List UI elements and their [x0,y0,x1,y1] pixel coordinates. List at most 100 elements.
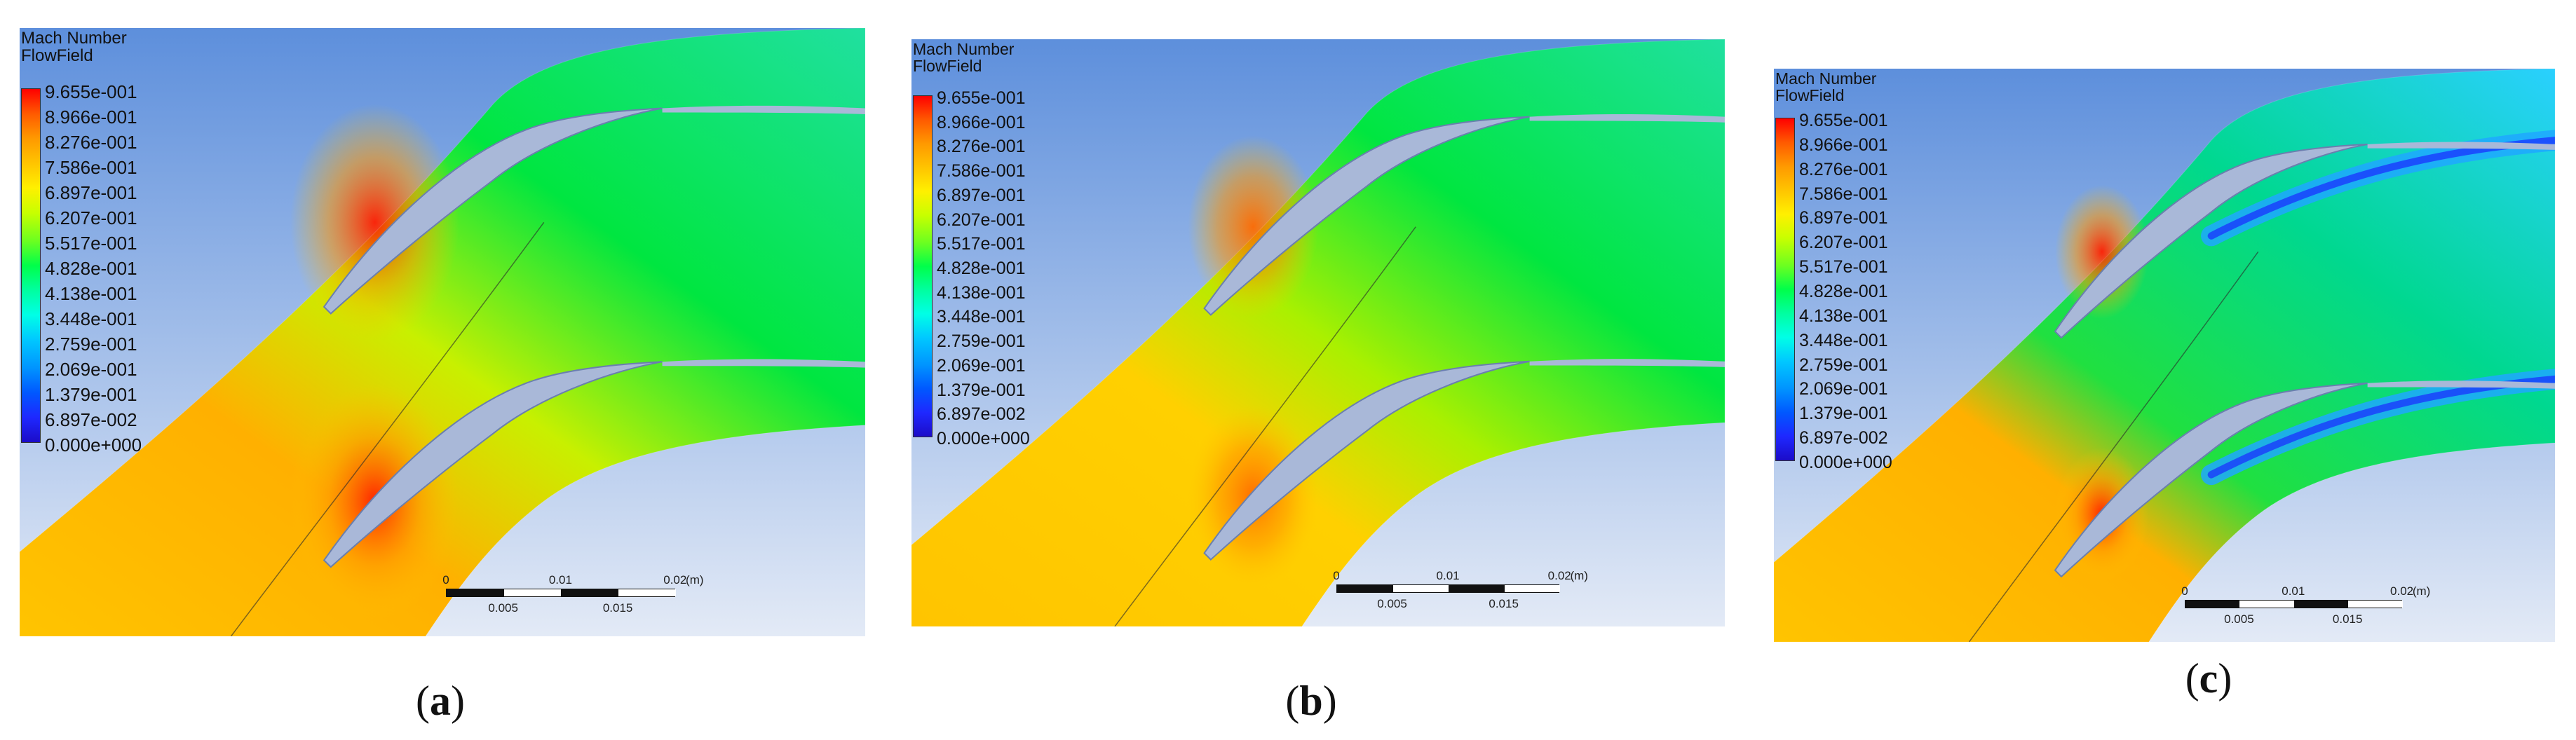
legend-tick-label: 6.897e-001 [1799,208,1888,228]
legend-tick-label: 9.655e-001 [1799,111,1888,130]
passage-outline [1774,69,2555,642]
scale-label-top: 0.02 [1547,569,1571,582]
legend-colorbar-c [1775,118,1795,461]
legend-tick-label: 4.138e-001 [937,282,1026,303]
blade-tail [1529,359,1725,367]
legend-tick-label: 9.655e-001 [45,81,137,102]
legend-tick-label: 8.966e-001 [1799,135,1888,155]
high-mach-region [290,104,460,341]
blade-profile [323,361,663,568]
legend-title: Mach Number [21,29,127,48]
blade-tail [662,105,865,114]
legend-tick-label: 2.069e-001 [45,359,137,380]
legend-tick-label: 8.966e-001 [937,112,1026,132]
scale-bar-segment [1392,585,1449,592]
legend-tick-label: 3.448e-001 [1799,330,1888,350]
legend-tick-label: 6.897e-002 [1799,428,1888,448]
legend-tick-label: 8.966e-001 [45,107,137,128]
blade-profile [2054,382,2368,578]
legend-tick-label: 2.759e-001 [45,334,137,355]
legend-tick-label: 1.379e-001 [937,380,1026,400]
legend-tick-label: 7.586e-001 [1799,184,1888,204]
legend-colorbar-a [21,88,41,443]
scale-label-top: 0 [442,573,449,587]
legend-tick-label: 7.586e-001 [45,157,137,178]
legend-tick-label: 4.828e-001 [1799,282,1888,301]
legend-tick-label: 4.138e-001 [45,283,137,304]
scale-bar-segment [2348,601,2403,608]
scale-label-top: 0.02 [2390,584,2414,598]
legend-tick-label: 2.759e-001 [937,331,1026,352]
scale-bar-segment [2239,601,2294,608]
legend-tick-label: 8.276e-001 [45,132,137,153]
legend-tick-label: 8.276e-001 [937,137,1026,157]
scale-label-top: (m) [2412,584,2431,598]
caption-a: (a) [416,678,465,724]
panel-c: Mach Number FlowField 9.655e-001 8.966e-0… [1774,69,2555,642]
scale-bar-segment [447,589,504,596]
legend-tick-label: 3.448e-001 [45,308,137,329]
scale-bar-b: 0 0.01 0.02 (m) 0.005 0.015 [1333,569,1596,611]
flow-field-contour-b [911,39,1725,626]
flow-passage [911,39,1725,626]
interface-line [1114,226,1416,626]
interface-line [1968,251,2259,642]
scale-bar-c: 0 0.01 0.02 (m) 0.005 0.015 [2181,584,2437,626]
flow-passage [1774,69,2555,642]
legend-tick-label: 7.586e-001 [937,161,1026,181]
scale-label-top: 0.01 [2282,584,2305,598]
legend-tick-label: 5.517e-001 [1799,257,1888,278]
legend-tick-label: 9.655e-001 [937,88,1026,108]
flow-passage [20,28,865,636]
legend-tick-label: 2.759e-001 [1799,355,1888,375]
legend-subtitle: FlowField [21,46,93,66]
passage-outline [20,28,865,636]
scale-bar-segment [503,589,562,596]
scale-label-top: (m) [1570,569,1588,582]
legend-tick-label: 8.276e-001 [1799,159,1888,179]
legend-tick-label: 6.897e-002 [45,409,137,430]
legend-tick-label: 5.517e-001 [937,234,1026,254]
scale-label-bottom: 0.005 [488,601,518,615]
caption-c: (c) [2185,655,2232,701]
legend-tick-label: 6.207e-001 [937,210,1026,230]
scale-bar-segment [2293,601,2349,608]
blade-tail [662,359,865,368]
blade-profile [1203,116,1530,316]
scale-label-bottom: 0.015 [1489,597,1519,610]
scale-label-top: 0.01 [548,573,572,587]
legend-header-c: Mach Number FlowField [1775,70,1876,104]
scale-bar-segment [2185,601,2240,608]
scale-label-bottom: 0.005 [2224,612,2254,626]
scale-bar-segment [1504,585,1561,592]
blade-tail [2367,142,2555,150]
flow-field-contour-c [1774,69,2555,642]
caption-b: (b) [1285,678,1337,724]
legend-tick-label: 2.069e-001 [937,355,1026,376]
panel-b: Mach Number FlowField 9.655e-001 8.966e-0… [911,39,1725,626]
legend-tick-label: 6.897e-002 [937,404,1026,425]
legend-tick-label: 0.000e+000 [937,429,1030,448]
legend-colorbar-b [913,95,933,437]
legend-title: Mach Number [913,40,1015,58]
legend-tick-label: 4.828e-001 [45,258,137,279]
legend-tick-label: 5.517e-001 [45,233,137,254]
scale-label-top: 0 [2181,584,2188,598]
blade-profile [2054,143,2368,339]
legend-tick-label: 6.897e-001 [45,182,137,203]
legend-subtitle: FlowField [913,57,982,76]
legend-tick-label: 6.207e-001 [45,207,137,228]
scale-label-bottom: 0.015 [602,601,633,615]
legend-subtitle: FlowField [1775,86,1845,105]
legend-tick-label: 1.379e-001 [45,384,137,405]
blade-tail [2367,381,2555,389]
blade-profile [1203,360,1530,561]
legend-tick-label: 0.000e+000 [1799,453,1892,472]
scale-bar-graphic [2185,600,2403,608]
scale-bar-a: 0 0.01 0.02 (m) 0.005 0.015 [442,573,712,615]
legend-tick-label: 4.138e-001 [1799,306,1888,326]
legend-tick-label: 6.207e-001 [1799,233,1888,253]
blade-profile [323,107,663,315]
scale-bar-graphic [1336,584,1561,593]
flow-field-contour-a [20,28,865,636]
